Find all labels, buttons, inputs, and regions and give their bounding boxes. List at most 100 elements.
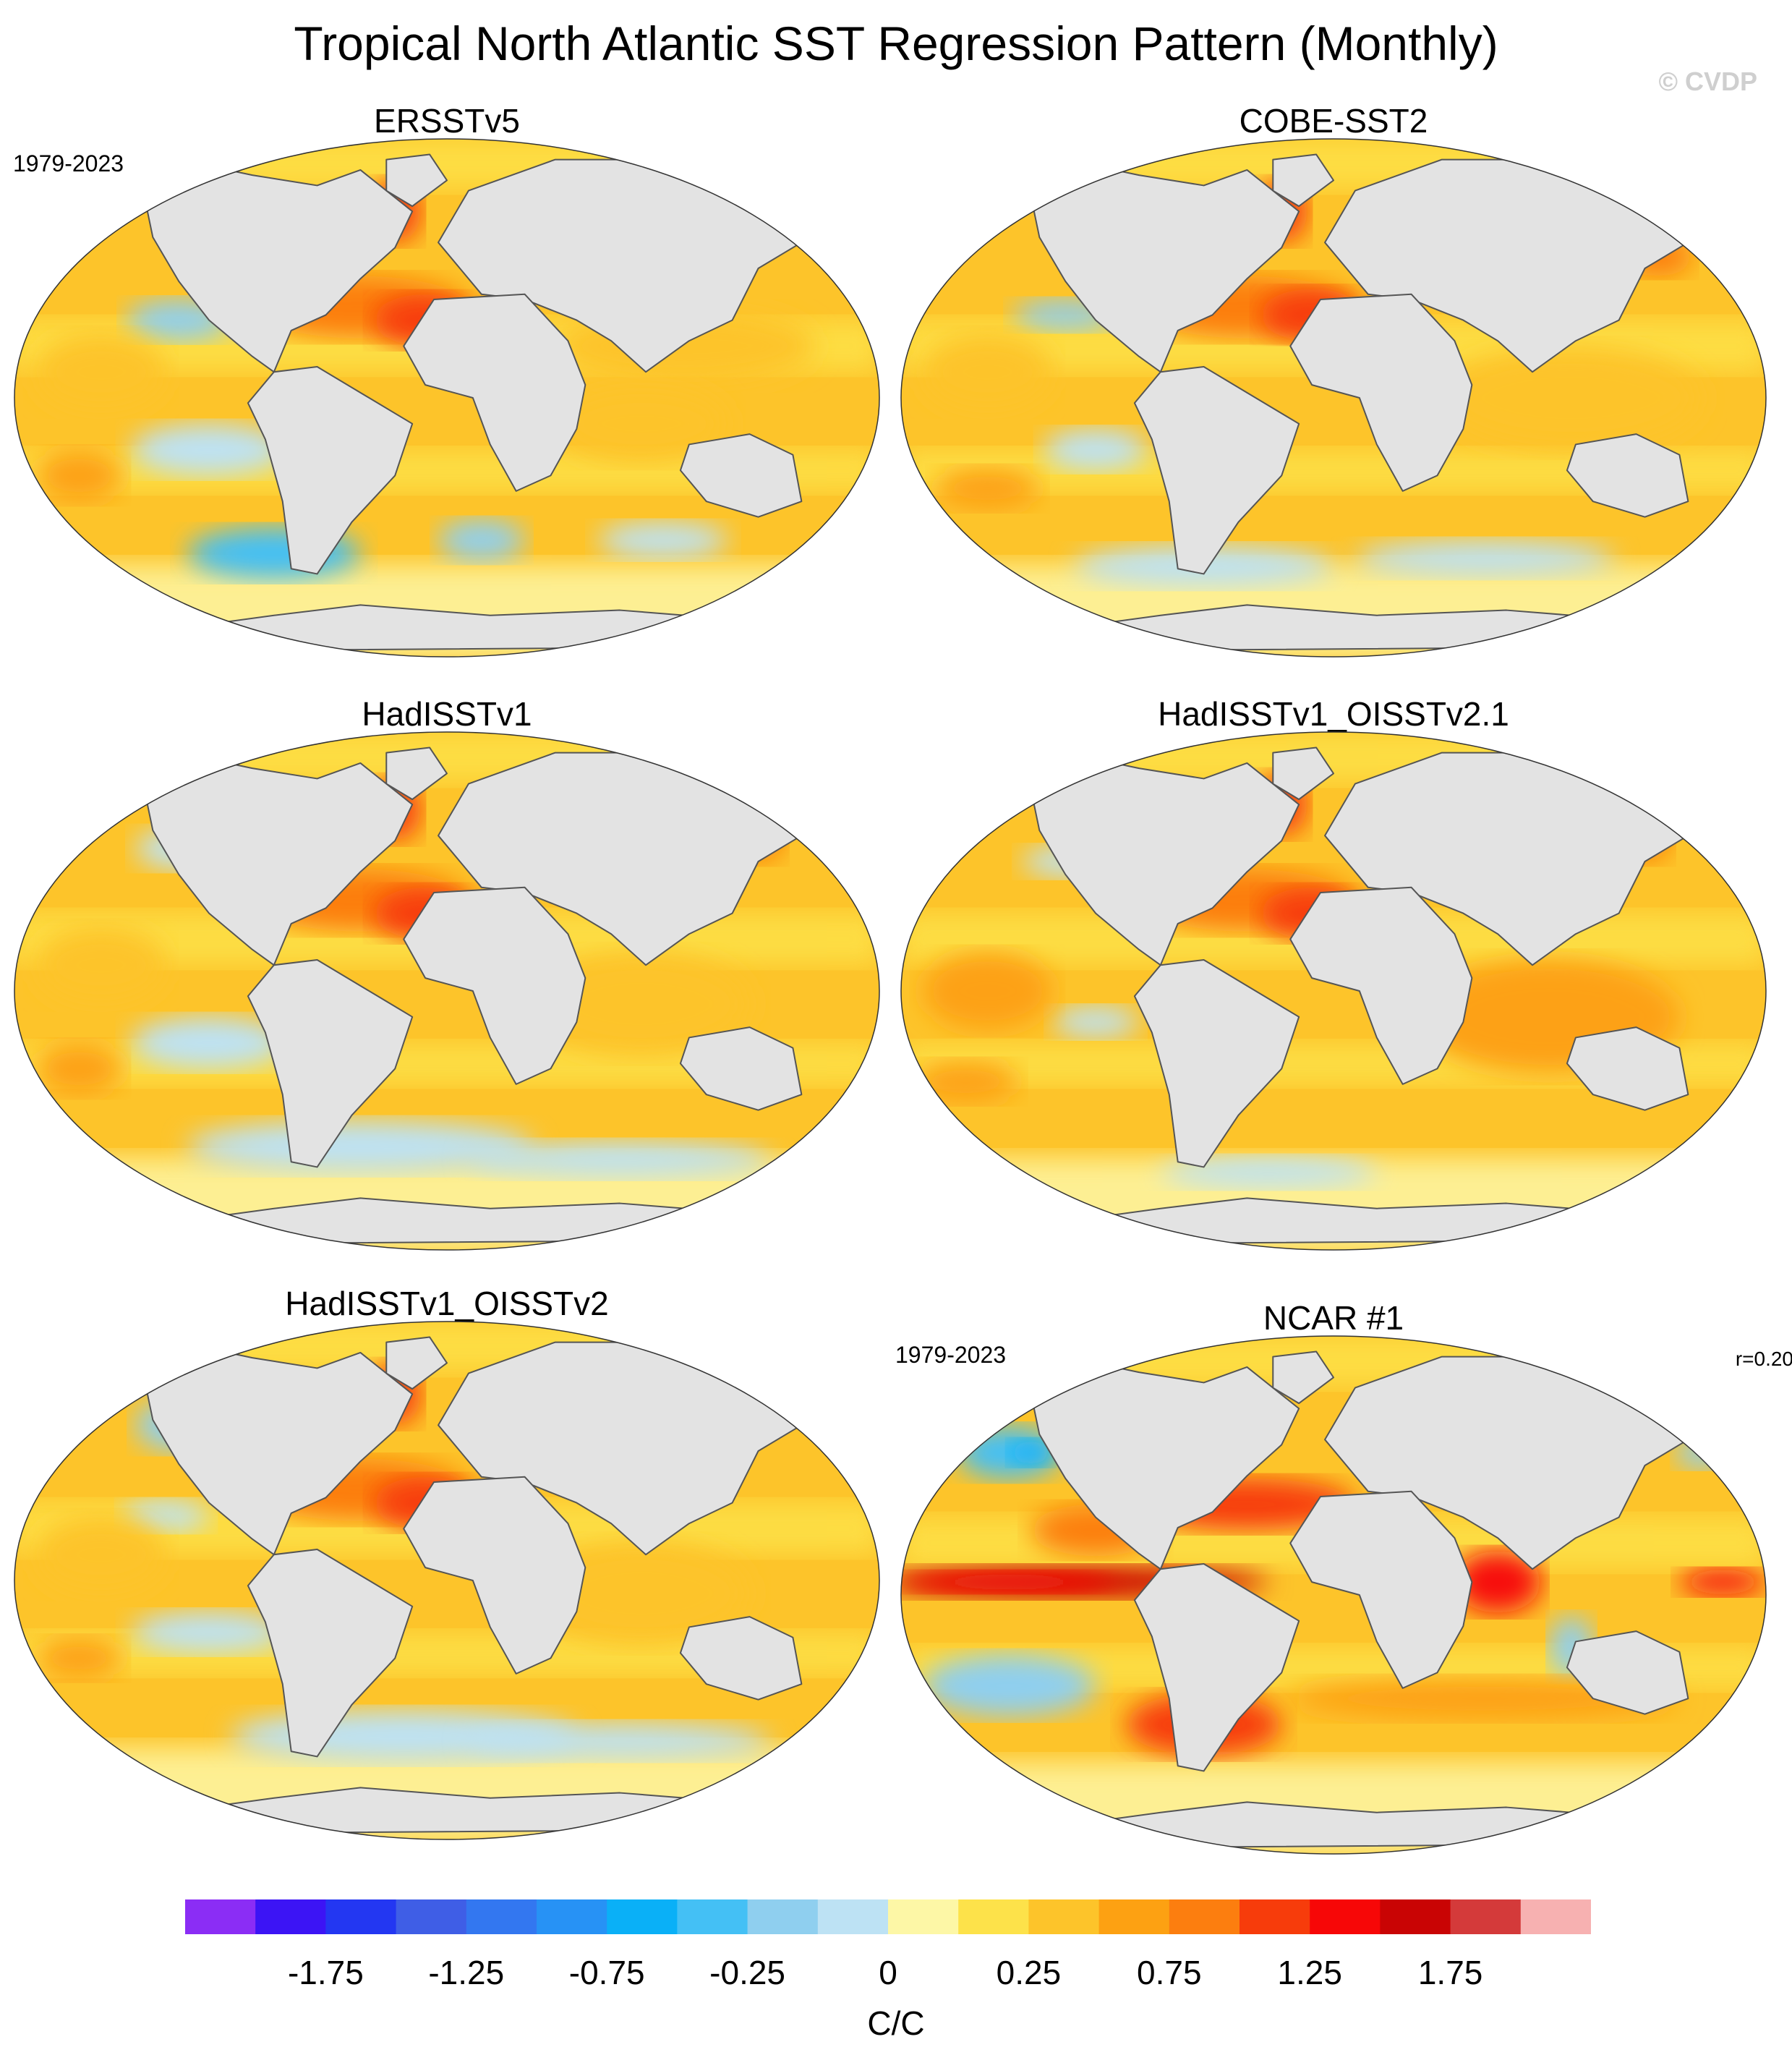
- world-map: [14, 138, 880, 658]
- anomaly-region: [533, 1541, 750, 1646]
- anomaly-region: [1354, 540, 1615, 577]
- landmass-eu: [1324, 158, 1689, 373]
- landmass-sa: [247, 366, 414, 575]
- colorbar-tick-label: -1.75: [287, 1954, 364, 1991]
- panel-title: ERSSTv5: [374, 102, 520, 140]
- colorbar-swatch: [1028, 1899, 1100, 1934]
- landmass-an: [78, 1787, 816, 1835]
- panel-title: HadISSTv1_OISSTv2: [285, 1285, 609, 1322]
- landmass-gl: [1272, 746, 1334, 801]
- world-map: [14, 1321, 880, 1840]
- landmass-eu: [438, 158, 803, 373]
- landmass-au: [679, 1616, 803, 1701]
- anomaly-region: [35, 1637, 123, 1680]
- panel-title: HadISSTv1_OISSTv2.1: [1158, 695, 1509, 733]
- landmass-an: [965, 604, 1702, 652]
- world-map: [900, 138, 1767, 658]
- landmass-eu: [1324, 752, 1689, 966]
- landmass-au: [1566, 1630, 1689, 1715]
- anomaly-region: [922, 952, 1053, 1030]
- landmass-eu: [1324, 1356, 1689, 1570]
- landmass-af: [1289, 1490, 1473, 1689]
- colorbar-tick-label: 0.25: [996, 1954, 1062, 1991]
- landmass-na: [143, 158, 414, 373]
- map-boundary: [14, 1321, 880, 1840]
- world-map: [900, 1335, 1767, 1855]
- anomaly-region: [35, 1515, 166, 1594]
- map-panel-0: ERSSTv5 1979-2023: [13, 101, 881, 658]
- colorbar-swatch: [466, 1899, 537, 1934]
- colorbar-swatch: [325, 1899, 397, 1934]
- colorbar-swatch: [185, 1899, 256, 1934]
- panel-title: HadISSTv1: [362, 695, 532, 733]
- anomaly-region: [35, 1042, 123, 1095]
- anomaly-region: [1679, 1569, 1766, 1595]
- colorbar-swatch: [1169, 1899, 1240, 1934]
- anomaly-region: [533, 952, 750, 1056]
- map-panel-5: NCAR #1 1979-2023 r=0.20: [895, 1298, 1792, 1855]
- landmass-gl: [1272, 1350, 1334, 1405]
- map-boundary: [900, 1335, 1767, 1855]
- colorbar-swatch: [1310, 1899, 1381, 1934]
- landmass-na: [1030, 752, 1300, 966]
- landmass-an: [965, 1801, 1702, 1850]
- map-boundary: [14, 731, 880, 1251]
- anomaly-region: [131, 1611, 287, 1654]
- landmass-au: [679, 1026, 803, 1111]
- anomaly-region: [555, 385, 728, 463]
- colorbar-tick-label: -0.25: [709, 1954, 786, 1991]
- landmass-sa: [247, 1549, 414, 1758]
- world-map: [900, 731, 1767, 1251]
- colorbar-swatch: [1520, 1899, 1592, 1934]
- map-panel-2: HadISSTv1: [13, 694, 881, 1251]
- pattern-correlation: r=0.20: [1735, 1348, 1792, 1370]
- colorbar: [185, 1899, 1592, 1934]
- landmass-af: [403, 1476, 586, 1675]
- panel-title: NCAR #1: [1263, 1299, 1404, 1337]
- landmass-af: [1289, 886, 1473, 1085]
- landmass-eu: [438, 752, 803, 966]
- landmass-af: [403, 886, 586, 1085]
- map-panel-4: HadISSTv1_OISSTv2: [13, 1284, 881, 1840]
- map-panel-1: COBE-SST2: [900, 101, 1767, 658]
- anomaly-region: [922, 333, 1053, 411]
- anomaly-region: [1454, 1551, 1542, 1614]
- anomaly-region: [913, 1060, 1018, 1102]
- landmass-au: [679, 433, 803, 518]
- map-boundary: [900, 138, 1767, 658]
- anomaly-band: [14, 139, 879, 190]
- anomaly-band: [901, 1336, 1766, 1387]
- anomaly-region: [122, 1500, 210, 1531]
- colorbar-swatch: [396, 1899, 467, 1934]
- colorbar-tick-label: 0: [879, 1954, 897, 1991]
- colorbar-tick-label: -1.25: [428, 1954, 505, 1991]
- colorbar-swatch: [677, 1899, 748, 1934]
- landmass-na: [143, 752, 414, 966]
- anomaly-region: [468, 1141, 772, 1178]
- anomaly-region: [1009, 1439, 1053, 1465]
- landmass-au: [1566, 433, 1689, 518]
- colorbar-tick-label: 0.75: [1137, 1954, 1202, 1991]
- anomaly-region: [1044, 428, 1148, 471]
- landmass-sa: [1133, 366, 1300, 575]
- landmass-an: [78, 1197, 816, 1246]
- anomaly-band: [14, 732, 879, 783]
- anomaly-region: [438, 519, 525, 561]
- anomaly-region: [35, 926, 166, 1004]
- colorbar-swatch: [1380, 1899, 1451, 1934]
- map-boundary: [14, 138, 880, 658]
- anomaly-band: [901, 732, 1766, 783]
- watermark: © CVDP: [1658, 67, 1757, 96]
- colorbar-swatch: [1098, 1899, 1170, 1934]
- anomaly-region: [1290, 1677, 1680, 1719]
- anomaly-region: [131, 423, 287, 476]
- colorbar-tick-label: -0.75: [568, 1954, 645, 1991]
- landmass-au: [1566, 1026, 1689, 1111]
- landmass-an: [965, 1197, 1702, 1246]
- anomaly-region: [1160, 1157, 1377, 1188]
- colorbar-swatch: [1450, 1899, 1522, 1934]
- anomaly-region: [131, 1016, 287, 1069]
- colorbar-swatch: [537, 1899, 607, 1934]
- period-label: 1979-2023: [13, 150, 124, 176]
- colorbar-tick-label: 1.25: [1277, 1954, 1342, 1991]
